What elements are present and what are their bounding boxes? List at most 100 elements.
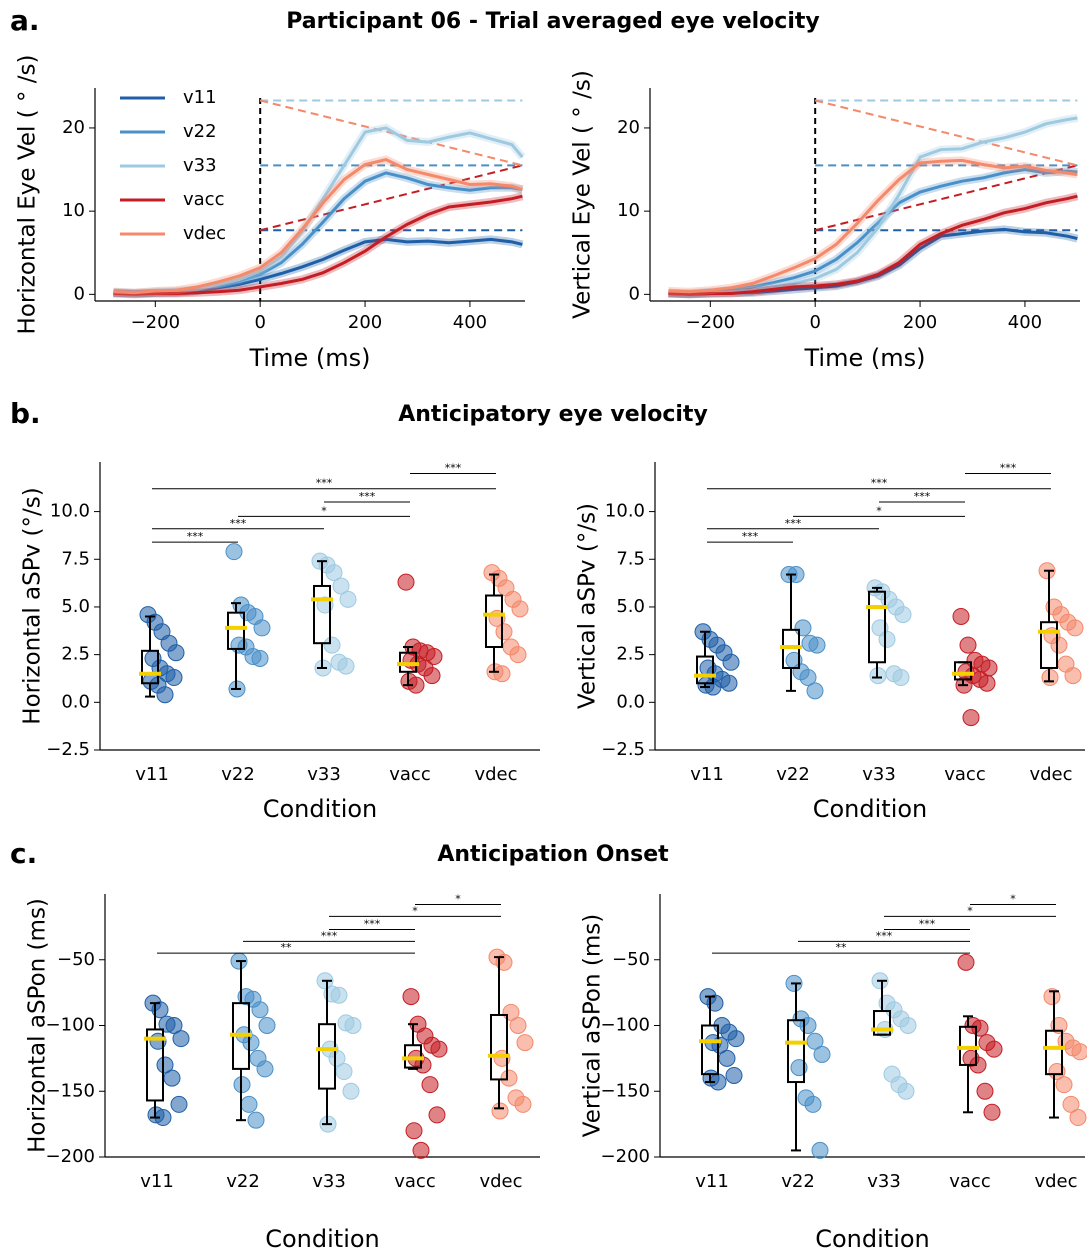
- data-point: [1064, 667, 1082, 685]
- x-tick-label: v11: [140, 1171, 174, 1192]
- x-tick-label: v22: [226, 1171, 260, 1192]
- data-point: [325, 564, 343, 582]
- significance-label: ***: [914, 490, 931, 503]
- panel-label: a.: [10, 4, 40, 37]
- significance-label: ***: [785, 517, 802, 530]
- data-point: [511, 600, 529, 618]
- significance-label: *: [1010, 893, 1016, 906]
- data-point: [242, 1034, 260, 1052]
- box: [485, 594, 503, 649]
- data-point: [811, 1141, 829, 1159]
- data-point: [1062, 1095, 1080, 1113]
- series-line: [113, 237, 523, 296]
- data-point: [163, 1069, 181, 1087]
- data-point: [495, 623, 513, 641]
- data-point: [892, 669, 910, 687]
- x-tick-label: vdec: [1034, 1171, 1077, 1192]
- data-point: [339, 590, 357, 608]
- box: [873, 1010, 891, 1036]
- data-point: [1055, 1076, 1073, 1094]
- y-tick-label: 7.5: [61, 548, 90, 569]
- x-axis-label: Time (ms): [804, 344, 926, 372]
- y-tick-label: 7.5: [616, 548, 645, 569]
- data-point: [251, 649, 269, 667]
- data-point: [428, 1106, 446, 1124]
- data-point: [808, 636, 826, 654]
- x-tick-label: v33: [862, 764, 896, 785]
- data-point: [718, 1049, 736, 1067]
- data-point: [430, 1040, 448, 1058]
- y-tick-label: 10: [62, 200, 85, 221]
- target-line: [814, 99, 1078, 167]
- y-tick-label: −100: [46, 1015, 95, 1036]
- data-point: [894, 606, 912, 624]
- y-tick-label: −150: [601, 1080, 650, 1101]
- x-axis-label: Condition: [265, 1225, 380, 1253]
- data-point: [976, 1082, 994, 1100]
- box: [227, 611, 245, 650]
- data-point: [957, 953, 975, 971]
- data-point: [423, 667, 441, 685]
- y-tick-label: 0: [74, 283, 85, 304]
- data-point: [165, 669, 183, 687]
- series-line: [113, 194, 523, 296]
- legend-label: v33: [183, 155, 217, 176]
- x-axis-label: Condition: [815, 1225, 930, 1253]
- significance-label: ***: [1000, 461, 1017, 474]
- x-tick-label: 200: [348, 312, 382, 333]
- box: [787, 1019, 805, 1084]
- x-tick-label: v11: [695, 1171, 729, 1192]
- data-point: [952, 607, 970, 625]
- data-point: [509, 1017, 527, 1034]
- series-line: [668, 158, 1078, 294]
- series-band: [113, 235, 524, 298]
- data-point: [225, 543, 243, 561]
- significance-label: ***: [321, 929, 338, 942]
- data-point: [258, 1017, 276, 1034]
- y-tick-label: 2.5: [616, 644, 645, 665]
- y-tick-label: 10.0: [605, 501, 645, 522]
- significance-label: *: [321, 504, 327, 517]
- series-line: [113, 158, 523, 295]
- data-point: [516, 1034, 534, 1052]
- data-point: [165, 1017, 183, 1034]
- y-tick-label: −200: [46, 1146, 95, 1167]
- data-point: [240, 1095, 258, 1113]
- x-tick-label: vdec: [474, 764, 517, 785]
- data-point: [806, 682, 824, 700]
- y-axis-label: Horizontal aSPv (°/s): [20, 487, 46, 724]
- x-tick-label: 0: [809, 312, 820, 333]
- series-line: [668, 116, 1078, 296]
- data-point: [962, 709, 980, 727]
- significance-label: *: [455, 893, 461, 906]
- x-tick-label: vdec: [1029, 764, 1072, 785]
- significance-label: ***: [919, 918, 936, 931]
- data-point: [344, 1017, 362, 1034]
- x-tick-label: 200: [903, 312, 937, 333]
- x-tick-label: v11: [135, 764, 169, 785]
- data-point: [1050, 636, 1068, 654]
- data-point: [247, 1111, 265, 1129]
- y-axis-label: Horizontal Eye Vel ( ° /s): [15, 55, 41, 335]
- data-point: [983, 1103, 1001, 1121]
- x-tick-label: vdec: [479, 1171, 522, 1192]
- data-point: [1066, 619, 1084, 637]
- data-point: [253, 619, 271, 637]
- data-point: [722, 653, 740, 671]
- data-point: [971, 1019, 989, 1037]
- data-point: [337, 657, 355, 675]
- y-tick-label: 0: [629, 283, 640, 304]
- box: [318, 1023, 336, 1090]
- target-line: [259, 99, 523, 167]
- data-point: [725, 1066, 743, 1084]
- y-tick-label: 5.0: [616, 596, 645, 617]
- x-axis-label: Condition: [263, 795, 378, 823]
- y-tick-label: −200: [601, 1146, 650, 1167]
- data-point: [727, 1030, 745, 1048]
- panel-title: Anticipation Onset: [437, 842, 669, 867]
- box: [490, 1013, 508, 1081]
- x-tick-label: v22: [221, 764, 255, 785]
- x-tick-label: 400: [453, 312, 487, 333]
